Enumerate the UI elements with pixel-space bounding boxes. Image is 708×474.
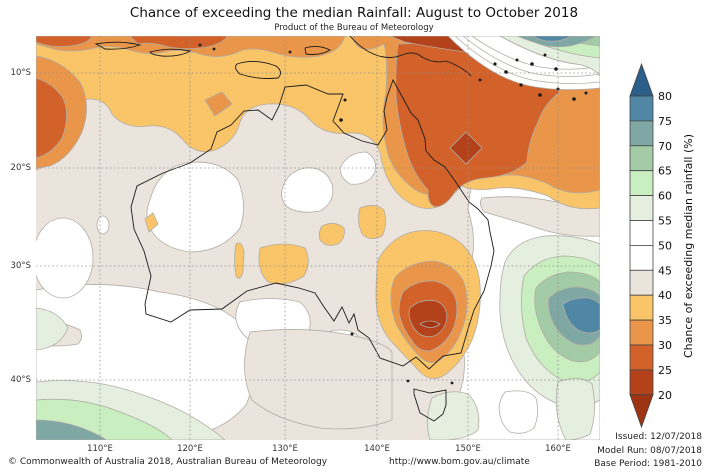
page-subtitle: Product of the Bureau of Meteorology bbox=[274, 23, 434, 33]
color-scale: 80 75 70 65 60 55 50 45 40 35 30 25 20 bbox=[629, 62, 672, 429]
model-run-date: Model Run: 08/07/2018 bbox=[597, 445, 702, 456]
copyright-text: © Commonwealth of Australia 2018, Austra… bbox=[8, 457, 328, 467]
coastlines bbox=[94, 36, 588, 422]
color-scale-tick-label: 75 bbox=[658, 115, 672, 128]
color-scale-tick-label: 20 bbox=[658, 389, 672, 402]
color-scale-tick-label: 25 bbox=[658, 364, 672, 377]
page-title: Chance of exceeding the median Rainfall:… bbox=[129, 5, 579, 21]
indonesia-island-coastline bbox=[149, 48, 192, 57]
grid-lines bbox=[36, 36, 600, 440]
color-scale-tick-label: 50 bbox=[658, 239, 672, 252]
color-scale-title: Chance of exceeding median rainfall (%) bbox=[682, 133, 695, 359]
lon-tick-label: 140°E bbox=[364, 444, 390, 454]
tasmania-coastline bbox=[413, 388, 447, 422]
issue-info: Issued: 12/07/2018 Model Run: 08/07/2018… bbox=[502, 431, 702, 472]
color-scale-tick-label: 45 bbox=[658, 264, 672, 277]
small-islands bbox=[198, 43, 588, 385]
lon-tick-label: 150°E bbox=[455, 444, 481, 454]
lon-tick-label: 160°E bbox=[545, 444, 571, 454]
lat-tick-label: 20°S bbox=[10, 163, 31, 173]
color-scale-tick-label: 40 bbox=[658, 289, 672, 302]
issued-date: Issued: 12/07/2018 bbox=[615, 432, 702, 442]
website-url: http://www.bom.gov.au/climate bbox=[389, 457, 530, 467]
lat-tick-label: 10°S bbox=[10, 68, 31, 78]
color-scale-tick-label: 65 bbox=[658, 165, 672, 178]
color-scale-tick-label: 70 bbox=[658, 140, 672, 153]
base-period: Base Period: 1981-2010 bbox=[594, 459, 702, 469]
color-scale-tick-label: 55 bbox=[658, 215, 672, 228]
lon-tick-label: 120°E bbox=[177, 444, 203, 454]
color-scale-tick-label: 35 bbox=[658, 314, 672, 327]
australia-coastline bbox=[130, 78, 495, 370]
indonesia-island-coastline bbox=[94, 41, 142, 50]
timor-coastline bbox=[235, 61, 281, 79]
lat-tick-label: 40°S bbox=[10, 375, 31, 385]
color-scale-tick-label: 60 bbox=[658, 190, 672, 203]
lat-tick-label: 30°S bbox=[10, 261, 31, 271]
contour-fills bbox=[36, 36, 600, 440]
lon-tick-label: 110°E bbox=[87, 444, 113, 454]
new-guinea-coastline bbox=[349, 36, 472, 77]
color-scale-tick-label: 80 bbox=[658, 90, 672, 103]
indonesia-island-coastline bbox=[304, 45, 331, 55]
lon-tick-label: 130°E bbox=[272, 444, 298, 454]
color-scale-tick-label: 30 bbox=[658, 339, 672, 352]
